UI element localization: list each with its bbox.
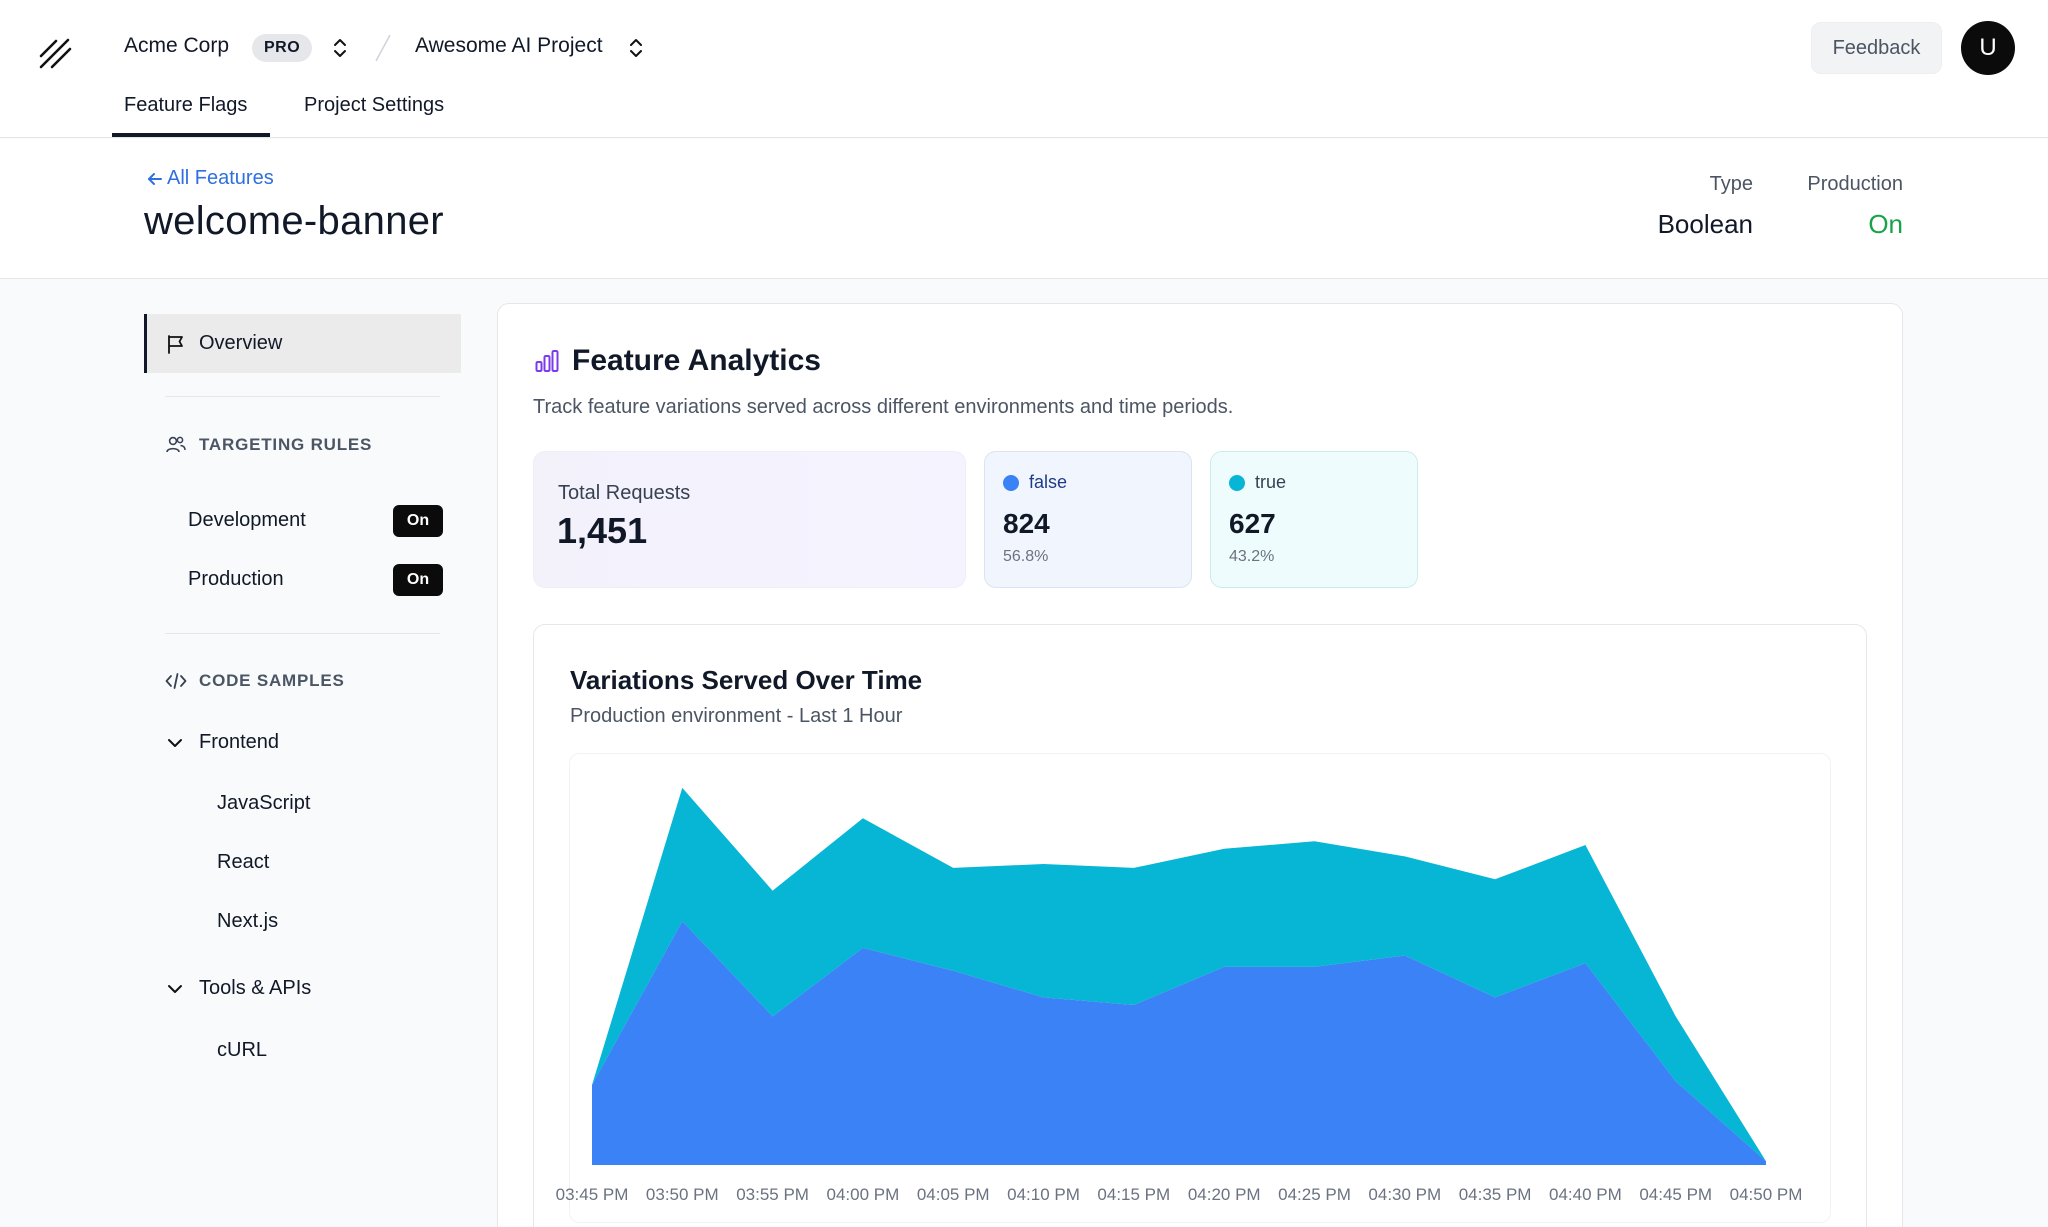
- x-tick-label: 04:05 PM: [917, 1185, 990, 1204]
- code-samples-title: CODE SAMPLES: [199, 671, 345, 690]
- active-tab-indicator: [112, 133, 270, 137]
- variation-false-card: false 824 56.8%: [984, 451, 1192, 588]
- feedback-button[interactable]: Feedback: [1811, 22, 1942, 74]
- back-link[interactable]: All Features: [145, 167, 274, 190]
- status-badge[interactable]: On: [393, 505, 443, 537]
- variation-dot: [1229, 474, 1245, 491]
- series-area-true[interactable]: [592, 787, 1766, 1162]
- flag-icon: [168, 334, 183, 354]
- variation-dot: [1003, 474, 1019, 491]
- variation-count: 824: [1003, 508, 1050, 539]
- x-tick-label: 04:20 PM: [1188, 1185, 1261, 1204]
- type-value: Boolean: [1657, 209, 1753, 239]
- variation-percent: 56.8%: [1003, 548, 1049, 565]
- sidebar-item-overview[interactable]: Overview: [144, 314, 461, 373]
- avatar[interactable]: U: [1961, 21, 2015, 75]
- sidebar-item-nextjs[interactable]: Next.js: [217, 910, 279, 932]
- chart-title: Variations Served Over Time: [570, 665, 923, 695]
- x-tick-label: 03:50 PM: [646, 1185, 719, 1204]
- group-label: Frontend: [199, 731, 280, 753]
- total-requests-value: 1,451: [557, 510, 648, 551]
- variation-percent: 43.2%: [1229, 548, 1275, 565]
- variation-true-card: true 627 43.2%: [1210, 451, 1418, 588]
- x-tick-label: 04:10 PM: [1007, 1185, 1080, 1204]
- chevron-up-down-icon[interactable]: [627, 35, 645, 61]
- analytics-title: Feature Analytics: [572, 344, 821, 377]
- type-label: Type: [1709, 173, 1753, 195]
- x-tick-label: 03:45 PM: [556, 1185, 629, 1204]
- group-label: Tools & APIs: [199, 977, 312, 999]
- total-requests-label: Total Requests: [558, 482, 691, 504]
- back-link-label: All Features: [167, 167, 274, 189]
- sidebar-divider: [165, 396, 440, 397]
- logo-slashes-icon[interactable]: [38, 34, 74, 70]
- sidebar-item-label: Overview: [199, 332, 283, 354]
- environment-label: Production: [1807, 173, 1903, 195]
- sidebar-item-development[interactable]: Development: [188, 509, 306, 531]
- sidebar-divider: [165, 633, 440, 634]
- feature-header: All Features welcome-banner Type Boolean…: [0, 139, 2048, 279]
- chart-card: Variations Served Over Time Production e…: [533, 624, 1867, 1227]
- arrow-left-icon: [148, 172, 162, 185]
- slash-separator-icon: [375, 34, 391, 62]
- bar-chart-icon: [535, 350, 559, 372]
- tab-feature-flags[interactable]: Feature Flags: [124, 94, 248, 116]
- x-tick-label: 04:35 PM: [1459, 1185, 1532, 1204]
- plan-badge: PRO: [252, 34, 313, 62]
- org-name[interactable]: Acme Corp: [124, 34, 230, 57]
- x-tick-label: 04:15 PM: [1097, 1185, 1170, 1204]
- targeting-rules-title: TARGETING RULES: [199, 435, 373, 454]
- x-tick-label: 04:40 PM: [1549, 1185, 1622, 1204]
- code-samples-heading: CODE SAMPLES: [165, 671, 345, 691]
- x-tick-label: 04:50 PM: [1730, 1185, 1803, 1204]
- chart-frame: [569, 753, 1831, 1223]
- sidebar-item-production[interactable]: Production: [188, 568, 284, 590]
- sidebar-item-curl[interactable]: cURL: [217, 1039, 268, 1061]
- variation-count: 627: [1229, 508, 1276, 539]
- variation-name: false: [1029, 472, 1068, 492]
- top-header: Acme Corp PRO Awesome AI Project Feedbac…: [0, 0, 2048, 138]
- users-icon: [166, 436, 186, 453]
- area-chart: 03:45 PM 03:50 PM 03:55 PM 04:00 PM 04:05 PM…: [556, 787, 1803, 1204]
- analytics-heading: Feature Analytics: [534, 344, 821, 378]
- page-title: welcome-banner: [144, 199, 444, 243]
- x-tick-label: 04:00 PM: [827, 1185, 900, 1204]
- project-name[interactable]: Awesome AI Project: [415, 34, 603, 57]
- environment-status: On: [1868, 209, 1903, 239]
- x-tick-label: 04:30 PM: [1368, 1185, 1441, 1204]
- analytics-subtitle: Track feature variations served across d…: [533, 396, 1234, 418]
- variation-name: true: [1255, 472, 1287, 492]
- total-requests-card: Total Requests 1,451: [533, 451, 966, 588]
- x-tick-label: 04:45 PM: [1639, 1185, 1712, 1204]
- x-tick-label: 03:55 PM: [736, 1185, 809, 1204]
- tab-project-settings[interactable]: Project Settings: [304, 94, 445, 116]
- chevron-up-down-icon[interactable]: [331, 35, 349, 61]
- chevron-down-icon: [168, 984, 182, 993]
- sidebar-item-react[interactable]: React: [217, 851, 270, 873]
- chart-subtitle: Production environment - Last 1 Hour: [570, 705, 903, 727]
- code-icon: [165, 673, 187, 689]
- status-badge[interactable]: On: [393, 564, 443, 596]
- sidebar-item-javascript[interactable]: JavaScript: [217, 792, 311, 814]
- series-area-false[interactable]: [592, 921, 1766, 1165]
- group-tools-apis[interactable]: Tools & APIs: [165, 977, 311, 1000]
- x-tick-label: 04:25 PM: [1278, 1185, 1351, 1204]
- chevron-down-icon: [168, 738, 182, 747]
- group-frontend[interactable]: Frontend: [165, 731, 279, 754]
- targeting-rules-heading: TARGETING RULES: [165, 435, 372, 455]
- analytics-card: Feature Analytics Track feature variatio…: [497, 303, 1903, 1227]
